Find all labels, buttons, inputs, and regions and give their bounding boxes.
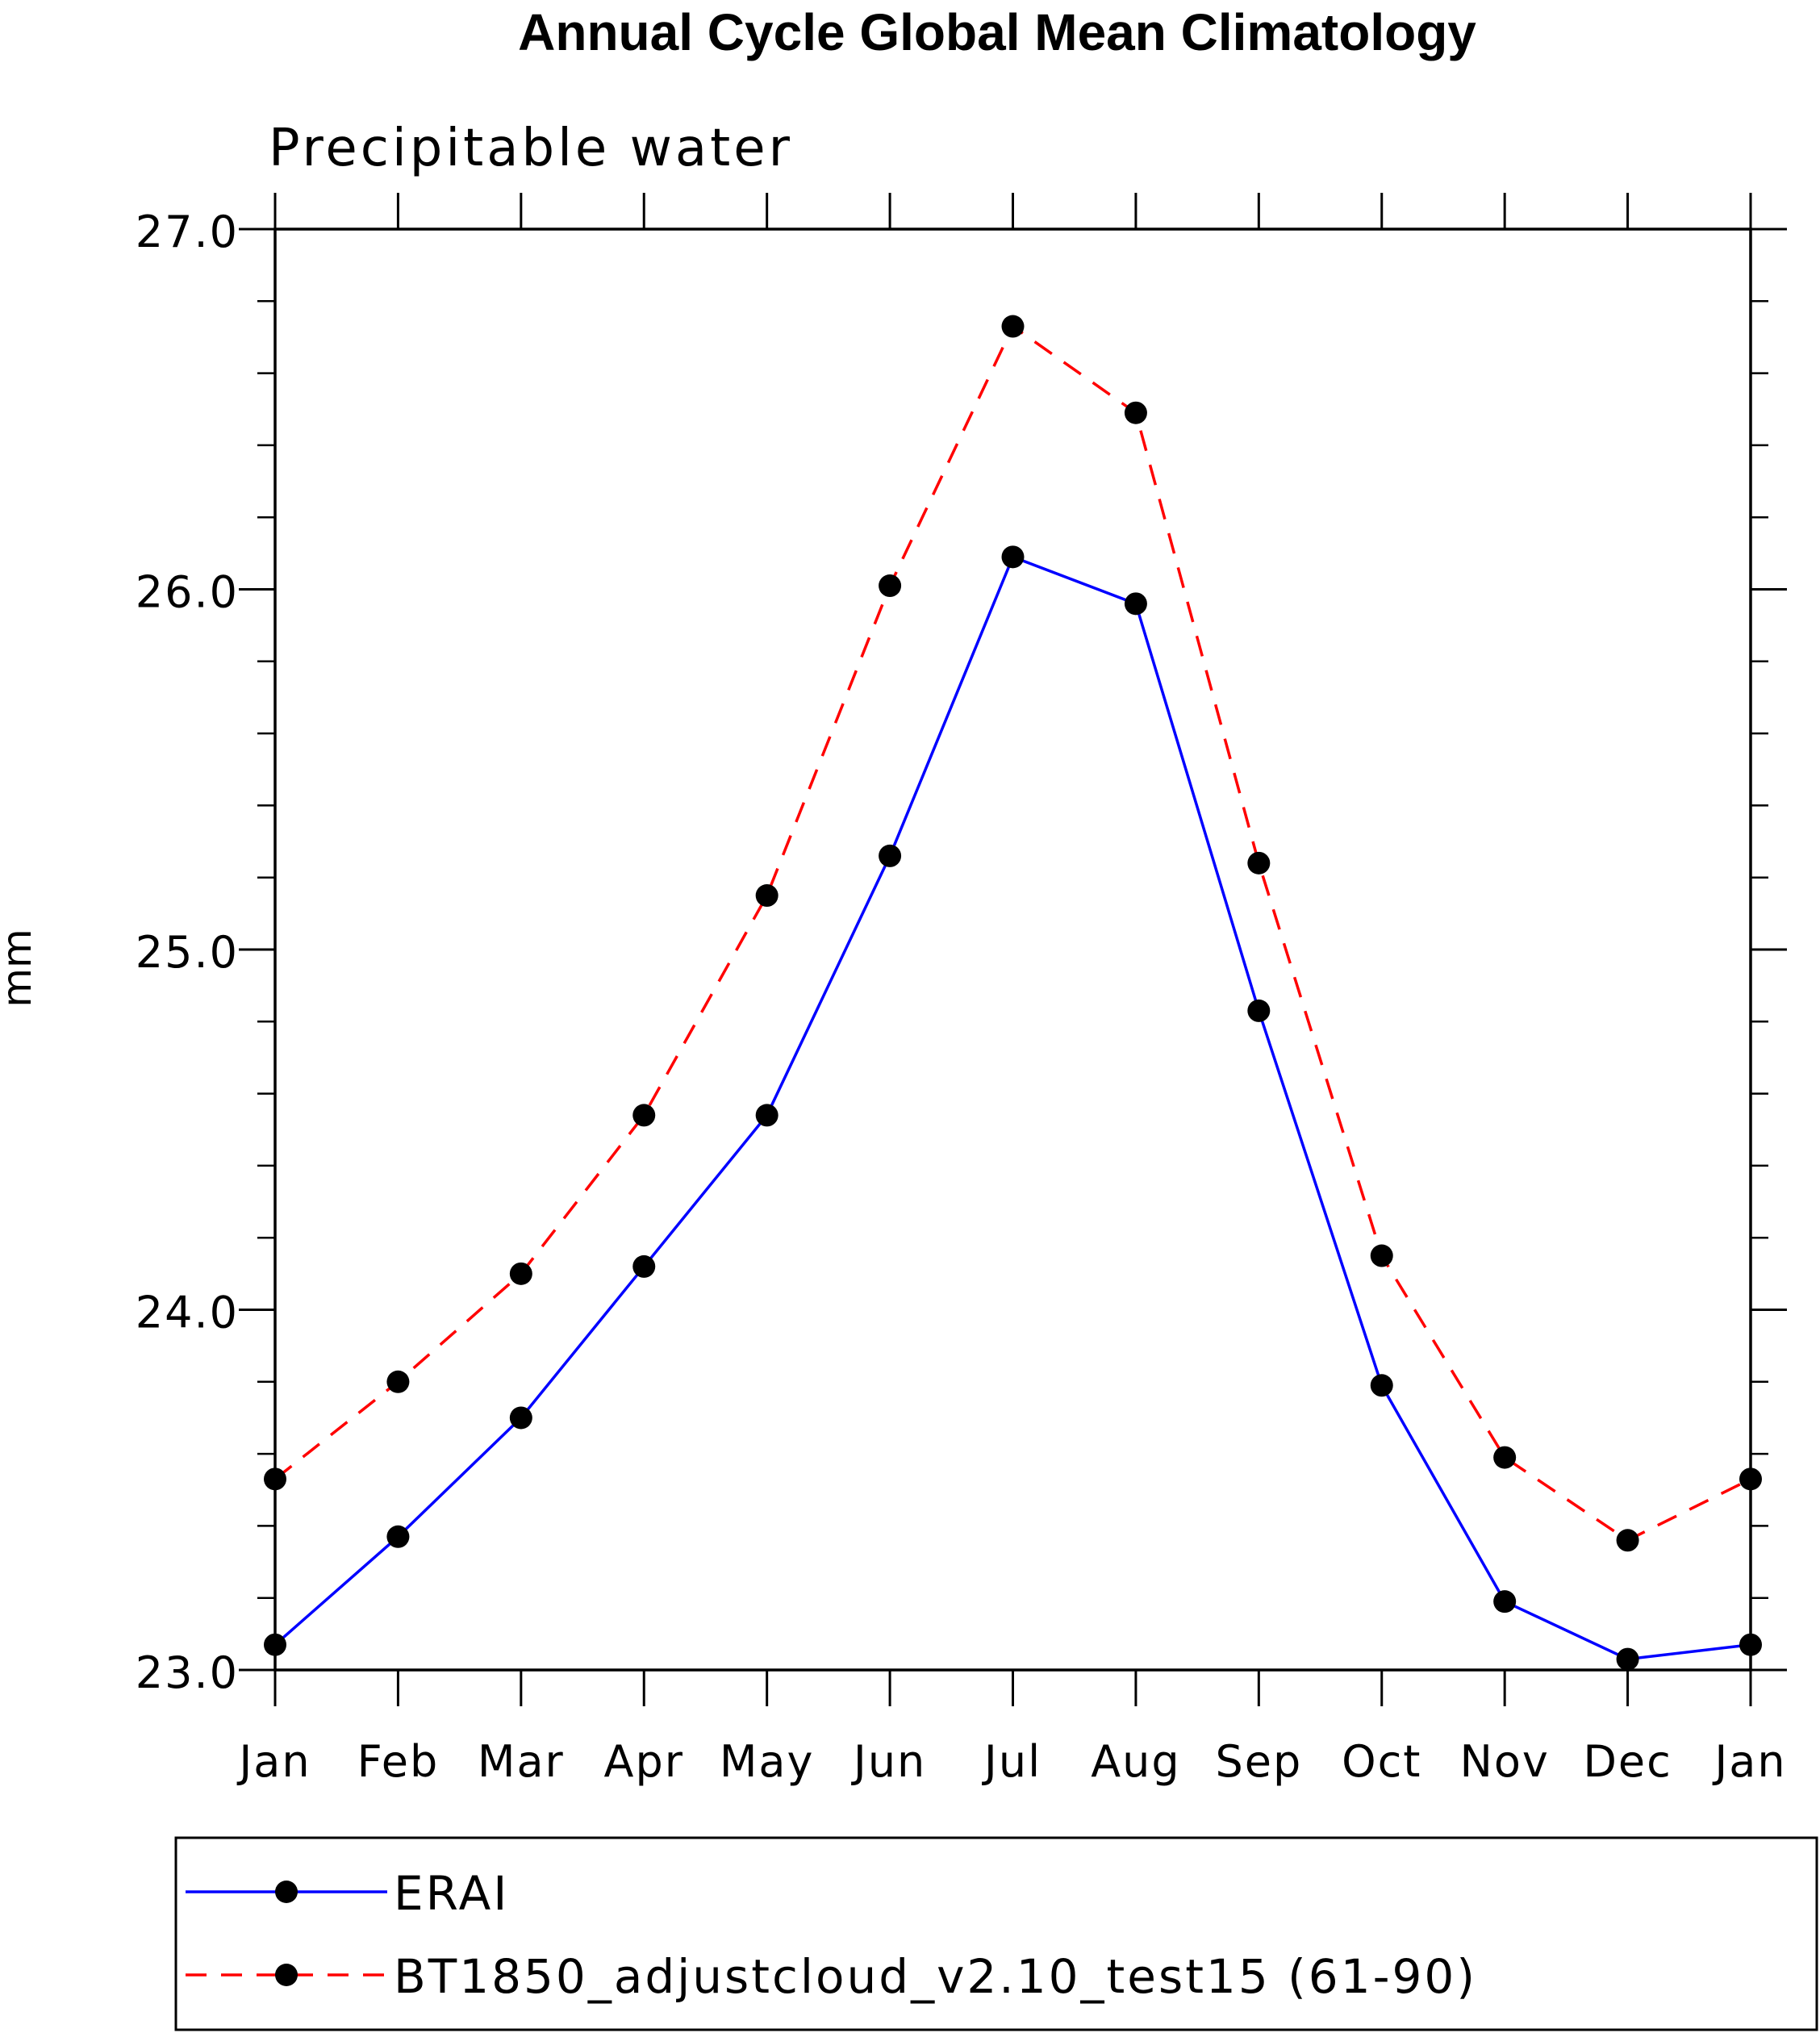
y-tick-label: 26.0 [136, 567, 239, 618]
data-point-series-0 [1370, 1374, 1393, 1397]
data-point-series-0 [1001, 545, 1025, 569]
y-tick-label: 27.0 [136, 207, 239, 257]
x-tick-label: Dec [1583, 1736, 1672, 1787]
x-tick-label: Aug [1091, 1736, 1180, 1787]
data-point-series-0 [755, 1104, 779, 1127]
data-point-series-1 [1001, 315, 1025, 338]
y-axis-label: mm [0, 929, 40, 1007]
y-tick-label: 23.0 [136, 1647, 239, 1698]
series-line-1 [273, 324, 1751, 1542]
data-point-series-1 [632, 1104, 656, 1127]
legend-box [174, 1836, 1818, 2031]
data-point-series-1 [1616, 1529, 1639, 1552]
legend-marker [275, 1964, 298, 1986]
data-point-series-1 [1370, 1244, 1393, 1267]
legend-label: BT1850_adjustcloud_v2.10_test15 (61-90) [394, 1949, 1477, 2004]
data-point-series-1 [1247, 851, 1271, 875]
data-point-series-1 [755, 884, 779, 908]
data-point-series-0 [1124, 592, 1147, 616]
data-point-series-0 [264, 1633, 286, 1656]
legend: ERAI BT1850_adjustcloud_v2.10_test15 (61… [174, 1836, 1818, 2031]
data-point-series-0 [386, 1525, 410, 1548]
x-tick-label: Jun [851, 1736, 926, 1787]
data-point-series-1 [386, 1370, 410, 1393]
data-point-series-1 [264, 1467, 286, 1491]
plot-frame [273, 228, 1752, 1672]
x-tick-label: Jan [1712, 1736, 1786, 1787]
legend-marker [275, 1881, 298, 1903]
series-line-0 [273, 555, 1751, 1661]
x-tick-label: Sep [1215, 1736, 1302, 1787]
chart-title: Annual Cycle Global Mean Climatology [518, 3, 1476, 61]
x-tick-label: Oct [1342, 1736, 1421, 1787]
x-tick-label: Mar [478, 1736, 565, 1787]
x-tick-label: May [720, 1736, 815, 1787]
x-tick-label: Feb [357, 1736, 440, 1787]
data-point-series-1 [1124, 401, 1147, 424]
x-tick-label: Nov [1459, 1736, 1549, 1787]
data-point-series-1 [879, 574, 902, 598]
data-point-series-1 [1493, 1446, 1517, 1469]
y-tick-label: 25.0 [136, 927, 239, 978]
data-point-series-1 [1739, 1467, 1762, 1491]
data-point-series-1 [509, 1262, 532, 1285]
x-tick-label: Jul [982, 1736, 1041, 1787]
legend-item-erai: ERAI [186, 1866, 509, 1921]
data-point-series-0 [509, 1406, 532, 1430]
data-point-series-0 [1247, 999, 1271, 1022]
y-tick-label: 24.0 [136, 1288, 239, 1338]
legend-label: ERAI [394, 1866, 509, 1921]
data-point-series-0 [1739, 1633, 1762, 1656]
x-tick-label: Apr [604, 1736, 684, 1787]
chart-subtitle: Precipitable water [269, 119, 793, 178]
plot-area: Jan Feb Mar Apr May Jun Jul Aug Sep Oct Nov Dec Jan 2… [136, 193, 1787, 1787]
data-point-series-0 [1493, 1590, 1517, 1613]
data-point-series-0 [1616, 1647, 1639, 1671]
x-tick-label: Jan [236, 1736, 311, 1787]
legend-item-bt1850: BT1850_adjustcloud_v2.10_test15 (61-90) [186, 1949, 1477, 2004]
data-point-series-0 [879, 844, 902, 867]
data-point-series-0 [632, 1254, 656, 1278]
